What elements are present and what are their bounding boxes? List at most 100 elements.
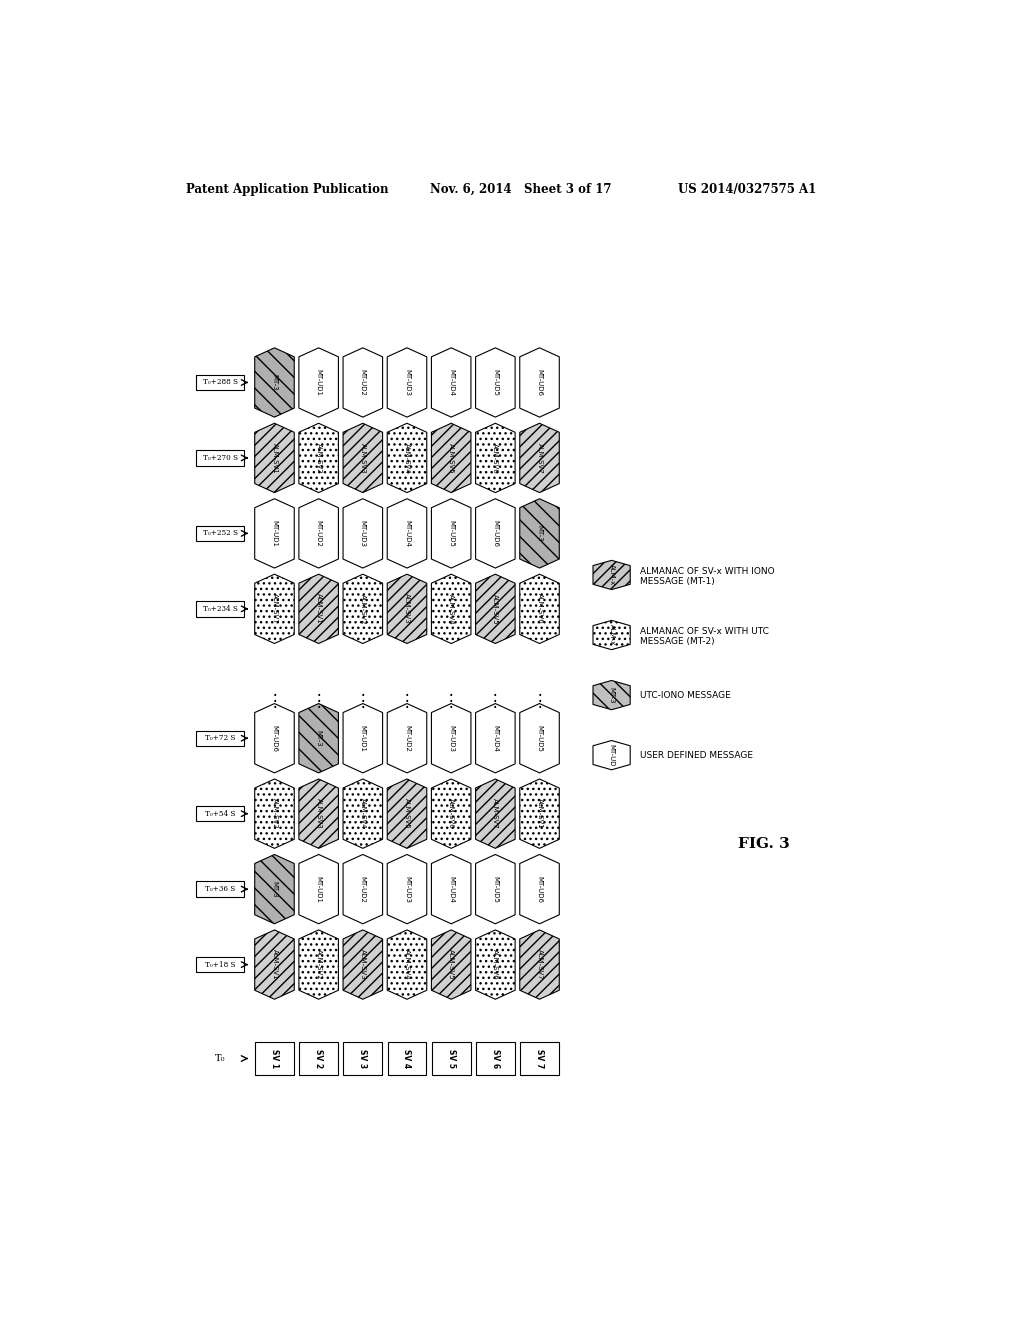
- Polygon shape: [387, 499, 427, 568]
- Text: ALM-SV2: ALM-SV2: [271, 799, 278, 829]
- Text: MT-UD2: MT-UD2: [315, 520, 322, 546]
- Text: MT-UD6: MT-UD6: [271, 725, 278, 751]
- Text: MT-3: MT-3: [537, 525, 543, 541]
- Text: ALM-SV7: ALM-SV7: [493, 799, 499, 829]
- Polygon shape: [387, 854, 427, 924]
- Text: ALM-SV5: ALM-SV5: [493, 594, 499, 624]
- Polygon shape: [520, 499, 559, 568]
- Polygon shape: [255, 348, 294, 417]
- Polygon shape: [299, 929, 338, 999]
- Bar: [197, 957, 245, 973]
- Polygon shape: [343, 348, 383, 417]
- Polygon shape: [343, 424, 383, 492]
- Polygon shape: [299, 499, 338, 568]
- Polygon shape: [299, 574, 338, 644]
- Text: ALM-SV7: ALM-SV7: [537, 949, 543, 979]
- Text: ALM-x: ALM-x: [608, 565, 614, 586]
- Polygon shape: [431, 574, 471, 644]
- Text: ⋮: ⋮: [266, 692, 283, 710]
- Text: ALM-SV3: ALM-SV3: [359, 442, 366, 474]
- Polygon shape: [520, 424, 559, 492]
- Polygon shape: [475, 499, 515, 568]
- Bar: [476, 1043, 515, 1074]
- Polygon shape: [475, 854, 515, 924]
- Polygon shape: [520, 348, 559, 417]
- Text: MT-UD5: MT-UD5: [493, 370, 499, 396]
- Bar: [197, 730, 245, 746]
- Text: ALM-SV6: ALM-SV6: [493, 442, 499, 474]
- Bar: [299, 1043, 338, 1074]
- Text: MT-UD3: MT-UD3: [404, 875, 410, 903]
- Polygon shape: [255, 929, 294, 999]
- Text: ⋮: ⋮: [310, 692, 327, 710]
- Bar: [432, 1043, 471, 1074]
- Text: ALM-SV4: ALM-SV4: [359, 799, 366, 829]
- Text: MT-UD2: MT-UD2: [359, 370, 366, 396]
- Bar: [197, 601, 245, 616]
- Polygon shape: [431, 779, 471, 849]
- Polygon shape: [343, 854, 383, 924]
- Text: MT-UD3: MT-UD3: [404, 370, 410, 396]
- Polygon shape: [387, 574, 427, 644]
- Text: T₀+54 S: T₀+54 S: [205, 809, 236, 817]
- Text: MT-3: MT-3: [271, 880, 278, 898]
- Polygon shape: [255, 424, 294, 492]
- Polygon shape: [431, 929, 471, 999]
- Text: ALM-SV1: ALM-SV1: [537, 799, 543, 829]
- Text: ALM-SV5: ALM-SV5: [404, 799, 410, 829]
- Text: ALM-SV3: ALM-SV3: [359, 949, 366, 979]
- Polygon shape: [299, 779, 338, 849]
- Text: Nov. 6, 2014   Sheet 3 of 17: Nov. 6, 2014 Sheet 3 of 17: [430, 182, 611, 195]
- Polygon shape: [431, 499, 471, 568]
- Text: ALM-SV2: ALM-SV2: [359, 594, 366, 624]
- Text: MT-UD5: MT-UD5: [537, 725, 543, 751]
- Text: ⋮: ⋮: [487, 692, 504, 710]
- Text: SV 7: SV 7: [535, 1049, 544, 1068]
- Text: MT-UD6: MT-UD6: [537, 370, 543, 396]
- Text: SV 3: SV 3: [358, 1049, 368, 1068]
- Text: MT-UD4: MT-UD4: [493, 725, 499, 751]
- Bar: [343, 1043, 382, 1074]
- Text: SV 1: SV 1: [270, 1049, 279, 1068]
- Text: ALM-SV6: ALM-SV6: [449, 799, 455, 829]
- Text: MT-UD1: MT-UD1: [359, 725, 366, 751]
- Polygon shape: [520, 574, 559, 644]
- Text: ⋮: ⋮: [442, 692, 460, 710]
- Polygon shape: [520, 779, 559, 849]
- Polygon shape: [520, 854, 559, 924]
- Polygon shape: [431, 424, 471, 492]
- Text: MT-UD6: MT-UD6: [537, 875, 543, 903]
- Text: MT-UD3: MT-UD3: [359, 520, 366, 546]
- Text: ALM-SV2: ALM-SV2: [315, 949, 322, 979]
- Text: ⋮: ⋮: [531, 692, 548, 710]
- Text: SV 2: SV 2: [314, 1049, 324, 1068]
- Text: ⋮: ⋮: [354, 692, 371, 710]
- Bar: [520, 1043, 559, 1074]
- Text: Patent Application Publication: Patent Application Publication: [186, 182, 389, 195]
- Polygon shape: [343, 499, 383, 568]
- Text: T₀+252 S: T₀+252 S: [203, 529, 238, 537]
- Text: UTC-IONO MESSAGE: UTC-IONO MESSAGE: [640, 690, 730, 700]
- Text: MT-UD5: MT-UD5: [493, 875, 499, 903]
- Text: ALM-SV7: ALM-SV7: [537, 442, 543, 474]
- Polygon shape: [255, 704, 294, 774]
- Bar: [197, 882, 245, 896]
- Text: T₀+18 S: T₀+18 S: [205, 961, 236, 969]
- Polygon shape: [520, 929, 559, 999]
- Text: ALM-SV4: ALM-SV4: [404, 949, 410, 979]
- Text: SV 5: SV 5: [446, 1049, 456, 1068]
- Text: SV 4: SV 4: [402, 1049, 412, 1068]
- Polygon shape: [299, 854, 338, 924]
- Polygon shape: [431, 854, 471, 924]
- Text: MT-UD1: MT-UD1: [271, 520, 278, 546]
- Text: USER DEFINED MESSAGE: USER DEFINED MESSAGE: [640, 751, 753, 759]
- Text: T₀+270 S: T₀+270 S: [203, 454, 238, 462]
- Text: T₀+288 S: T₀+288 S: [203, 379, 238, 387]
- Text: T₀: T₀: [215, 1055, 225, 1063]
- Text: MT-3: MT-3: [315, 730, 322, 747]
- Text: ALM-SV6: ALM-SV6: [537, 594, 543, 624]
- Polygon shape: [475, 424, 515, 492]
- Polygon shape: [475, 574, 515, 644]
- Polygon shape: [387, 424, 427, 492]
- Polygon shape: [299, 704, 338, 774]
